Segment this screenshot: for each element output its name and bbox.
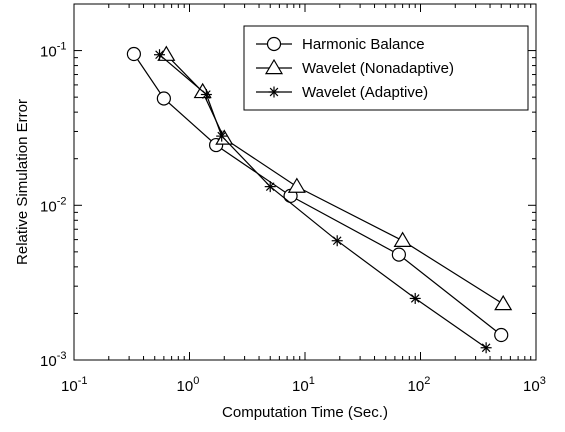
x-tick-label: 100 [177,375,200,395]
data-point-triangle [393,231,412,247]
x-tick-label: 101 [292,375,315,395]
legend-label: Wavelet (Nonadaptive) [302,60,454,77]
y-tick-label: 10-1 [40,41,66,61]
y-tick-label: 10-2 [40,195,66,215]
x-tick-label: 102 [408,375,431,395]
data-point-asterisk [200,89,212,101]
series-circle [126,46,509,343]
legend-box [243,25,529,111]
y-tick-label: 10-3 [40,350,66,370]
data-point-asterisk [154,49,166,61]
data-point-circle [156,91,171,106]
legend-label: Wavelet (Adaptive) [302,84,428,101]
legend-marker-asterisk [268,86,280,98]
y-tick-labels: 10-1 10-2 10-3 [40,41,66,370]
series-line [133,53,502,336]
legend-item: Harmonic Balance [256,36,425,53]
data-point-asterisk [409,292,421,304]
x-tick-label: 10-1 [61,375,87,395]
data-point-asterisk [480,342,492,354]
data-point-asterisk [331,235,343,247]
x-tick-labels: 10-1 100 101 102 103 [61,375,546,395]
series-asterisk [154,49,492,354]
plot-frame [73,3,537,361]
data-point-circle [391,247,406,262]
y-axis-label: Relative Simulation Error [14,99,31,265]
series-layer [126,45,513,354]
legend-marker-circle [266,36,282,52]
data-point-asterisk [264,181,276,193]
data-point-triangle [494,294,513,311]
legend-item: Wavelet (Nonadaptive) [256,58,454,77]
data-point-circle [126,46,141,62]
legend-marker-triangle [264,58,284,75]
x-tick-label: 103 [523,375,546,395]
data-point-circle [494,327,509,343]
legend-label: Harmonic Balance [302,36,425,53]
x-axis-label: Computation Time (Sec.) [222,404,388,421]
data-point-asterisk [216,130,228,142]
data-point-triangle [287,177,306,193]
legend: Harmonic Balance Wavelet (Nonadaptive) Wav… [243,25,529,111]
legend-item: Wavelet (Adaptive) [256,84,428,101]
